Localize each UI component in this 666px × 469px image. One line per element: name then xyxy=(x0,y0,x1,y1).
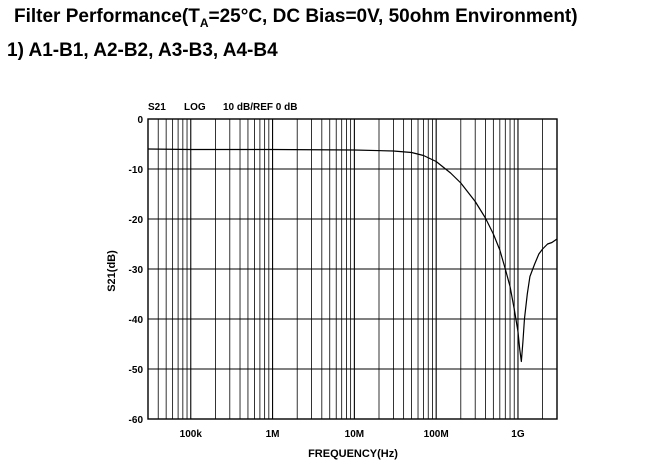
x-tick-label: 100k xyxy=(180,429,203,440)
y-tick-label: 0 xyxy=(137,115,143,126)
x-tick-label: 1G xyxy=(511,429,525,440)
x-tick-label: 1M xyxy=(266,429,280,440)
y-tick-label: -10 xyxy=(129,165,144,176)
page-subtitle: 1) A1-B1, A2-B2, A3-B3, A4-B4 xyxy=(7,40,278,61)
y-tick-label: -40 xyxy=(129,315,144,326)
y-tick-label: -50 xyxy=(129,365,144,376)
header-format: LOG xyxy=(184,102,206,113)
s21-series-line xyxy=(147,148,558,363)
y-axis-label: S21(dB) xyxy=(106,250,118,292)
title-subscript: A xyxy=(199,15,209,30)
y-tick-label: -20 xyxy=(129,215,144,226)
y-tick-label: -60 xyxy=(129,415,144,426)
x-axis-label: FREQUENCY(Hz) xyxy=(308,448,398,460)
header-trace: S21 xyxy=(148,102,166,113)
x-tick-label: 100M xyxy=(424,429,449,440)
x-tick-label: 10M xyxy=(345,429,364,440)
y-tick-label: -30 xyxy=(129,265,144,276)
page-title: Filter Performance(TA=25°C, DC Bias=0V, … xyxy=(14,6,578,30)
plot-frame xyxy=(147,118,558,420)
header-scale: 10 dB/REF 0 dB xyxy=(223,102,297,113)
